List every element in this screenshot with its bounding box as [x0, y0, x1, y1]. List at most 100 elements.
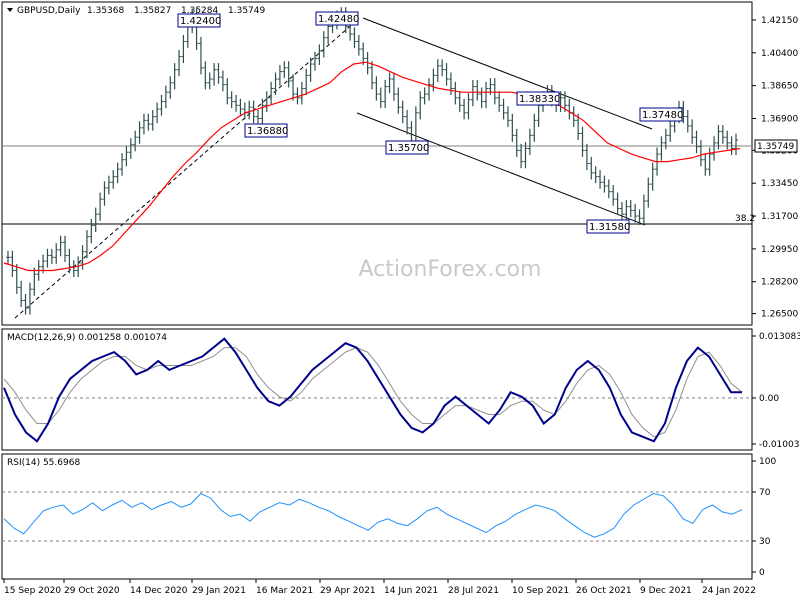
- price-bar: [659, 136, 664, 161]
- svg-text:1.36880: 1.36880: [247, 126, 288, 137]
- price-bar: [282, 61, 287, 79]
- price-bar: [19, 280, 24, 308]
- price-bar: [650, 162, 655, 191]
- price-bar: [6, 250, 10, 264]
- price-bar: [729, 136, 734, 156]
- rsi-tick-label: 30: [759, 537, 771, 547]
- price-bar: [299, 81, 304, 105]
- price-bar: [484, 81, 489, 109]
- price-bar: [462, 98, 467, 120]
- price-bar: [247, 100, 252, 120]
- price-bar: [225, 78, 230, 105]
- price-bar: [479, 87, 484, 109]
- price-bar: [734, 133, 738, 156]
- open-value: 1.35368: [87, 6, 124, 16]
- price-bar: [646, 177, 651, 208]
- price-bar: [356, 34, 361, 56]
- price-bar: [120, 153, 125, 176]
- rsi-tick-label: 0: [759, 568, 765, 578]
- price-bar: [637, 209, 642, 225]
- price-bar: [523, 141, 528, 169]
- price-bar: [45, 248, 50, 268]
- macd-y-axis: 0.013083 0.00 -0.01003: [752, 332, 800, 450]
- channel-lower-line: [356, 112, 646, 226]
- rsi-title: RSI(14) 55.6968: [7, 458, 80, 468]
- price-bar: [422, 87, 427, 105]
- price-bar: [598, 170, 603, 189]
- price-bar: [641, 194, 646, 225]
- price-bar: [89, 218, 94, 244]
- price-bar: [690, 119, 695, 144]
- price-bar: [497, 91, 502, 112]
- price-tick-label: 1.28200: [761, 278, 798, 288]
- svg-text:1.42400: 1.42400: [180, 16, 221, 27]
- price-bar: [440, 59, 445, 77]
- price-bar: [163, 85, 168, 109]
- price-bar: [229, 91, 234, 109]
- price-bar: [102, 181, 107, 206]
- price-bar: [312, 51, 317, 71]
- price-bar: [519, 143, 524, 169]
- price-bar: [405, 110, 410, 135]
- price-bar: [80, 245, 85, 270]
- current-price-tag: 1.35749: [754, 139, 798, 153]
- price-bar: [115, 162, 120, 184]
- price-bar: [514, 128, 519, 157]
- price-header: GBPUSD,Daily 1.35368 1.35827 1.35284 1.3…: [7, 6, 265, 16]
- price-bar: [400, 100, 405, 124]
- symbol-label: GBPUSD,Daily: [17, 6, 81, 16]
- price-bar: [172, 63, 177, 90]
- x-axis: 15 Sep 2020 29 Oct 2020 14 Dec 2020 29 Jan …: [3, 579, 756, 596]
- price-bar: [492, 78, 497, 105]
- price-bar: [291, 74, 296, 101]
- x-tick-label: 24 Jan 2022: [702, 586, 756, 596]
- price-bar: [431, 68, 436, 92]
- x-tick-label: 29 Oct 2020: [64, 586, 120, 596]
- price-bar: [466, 93, 471, 120]
- price-bar: [207, 72, 212, 90]
- price-bar: [703, 153, 708, 176]
- price-bar: [308, 57, 313, 82]
- low-value: 1.35284: [181, 6, 218, 16]
- price-bar: [427, 78, 432, 101]
- dropdown-arrow-icon[interactable]: [7, 8, 13, 12]
- price-bar: [418, 91, 423, 120]
- price-bar: [277, 64, 282, 86]
- annotation-1-37480: 1.37480: [639, 107, 683, 122]
- x-tick-label: 14 Dec 2020: [130, 586, 188, 596]
- svg-text:1.31580: 1.31580: [589, 222, 630, 233]
- price-tick-label: 1.26500: [761, 310, 798, 320]
- price-bar: [501, 98, 506, 120]
- price-bar: [32, 267, 37, 296]
- price-bar: [580, 126, 585, 157]
- annotation-1-31580: 1.31580: [586, 219, 630, 234]
- price-bar: [216, 63, 221, 84]
- price-bar: [716, 125, 721, 150]
- price-bar: [628, 200, 633, 217]
- price-bar: [444, 63, 449, 86]
- price-bar: [168, 76, 173, 99]
- x-tick-label: 9 Dec 2021: [640, 586, 692, 596]
- watermark: ActionForex.com: [359, 257, 542, 282]
- rsi-y-axis: 100 70 30 0: [752, 457, 776, 578]
- macd-tick-label: 0.00: [759, 394, 779, 404]
- svg-text:1.35700: 1.35700: [388, 143, 429, 154]
- moving-average-line: [3, 61, 741, 272]
- price-bar: [317, 44, 322, 65]
- price-bar: [725, 130, 730, 150]
- price-bar: [181, 34, 186, 64]
- annotation-1-38330: 1.38330: [516, 91, 560, 106]
- price-bar: [137, 121, 142, 144]
- price-bar: [698, 140, 703, 167]
- price-bar: [475, 79, 480, 101]
- price-tick-label: 1.40400: [761, 49, 798, 59]
- price-bar: [593, 166, 598, 184]
- price-bar: [694, 130, 699, 154]
- price-bar: [668, 119, 673, 142]
- price-bar: [260, 98, 265, 126]
- price-bar: [49, 248, 54, 264]
- price-bar: [383, 79, 388, 109]
- price-bar: [93, 207, 98, 232]
- price-bar: [457, 91, 462, 112]
